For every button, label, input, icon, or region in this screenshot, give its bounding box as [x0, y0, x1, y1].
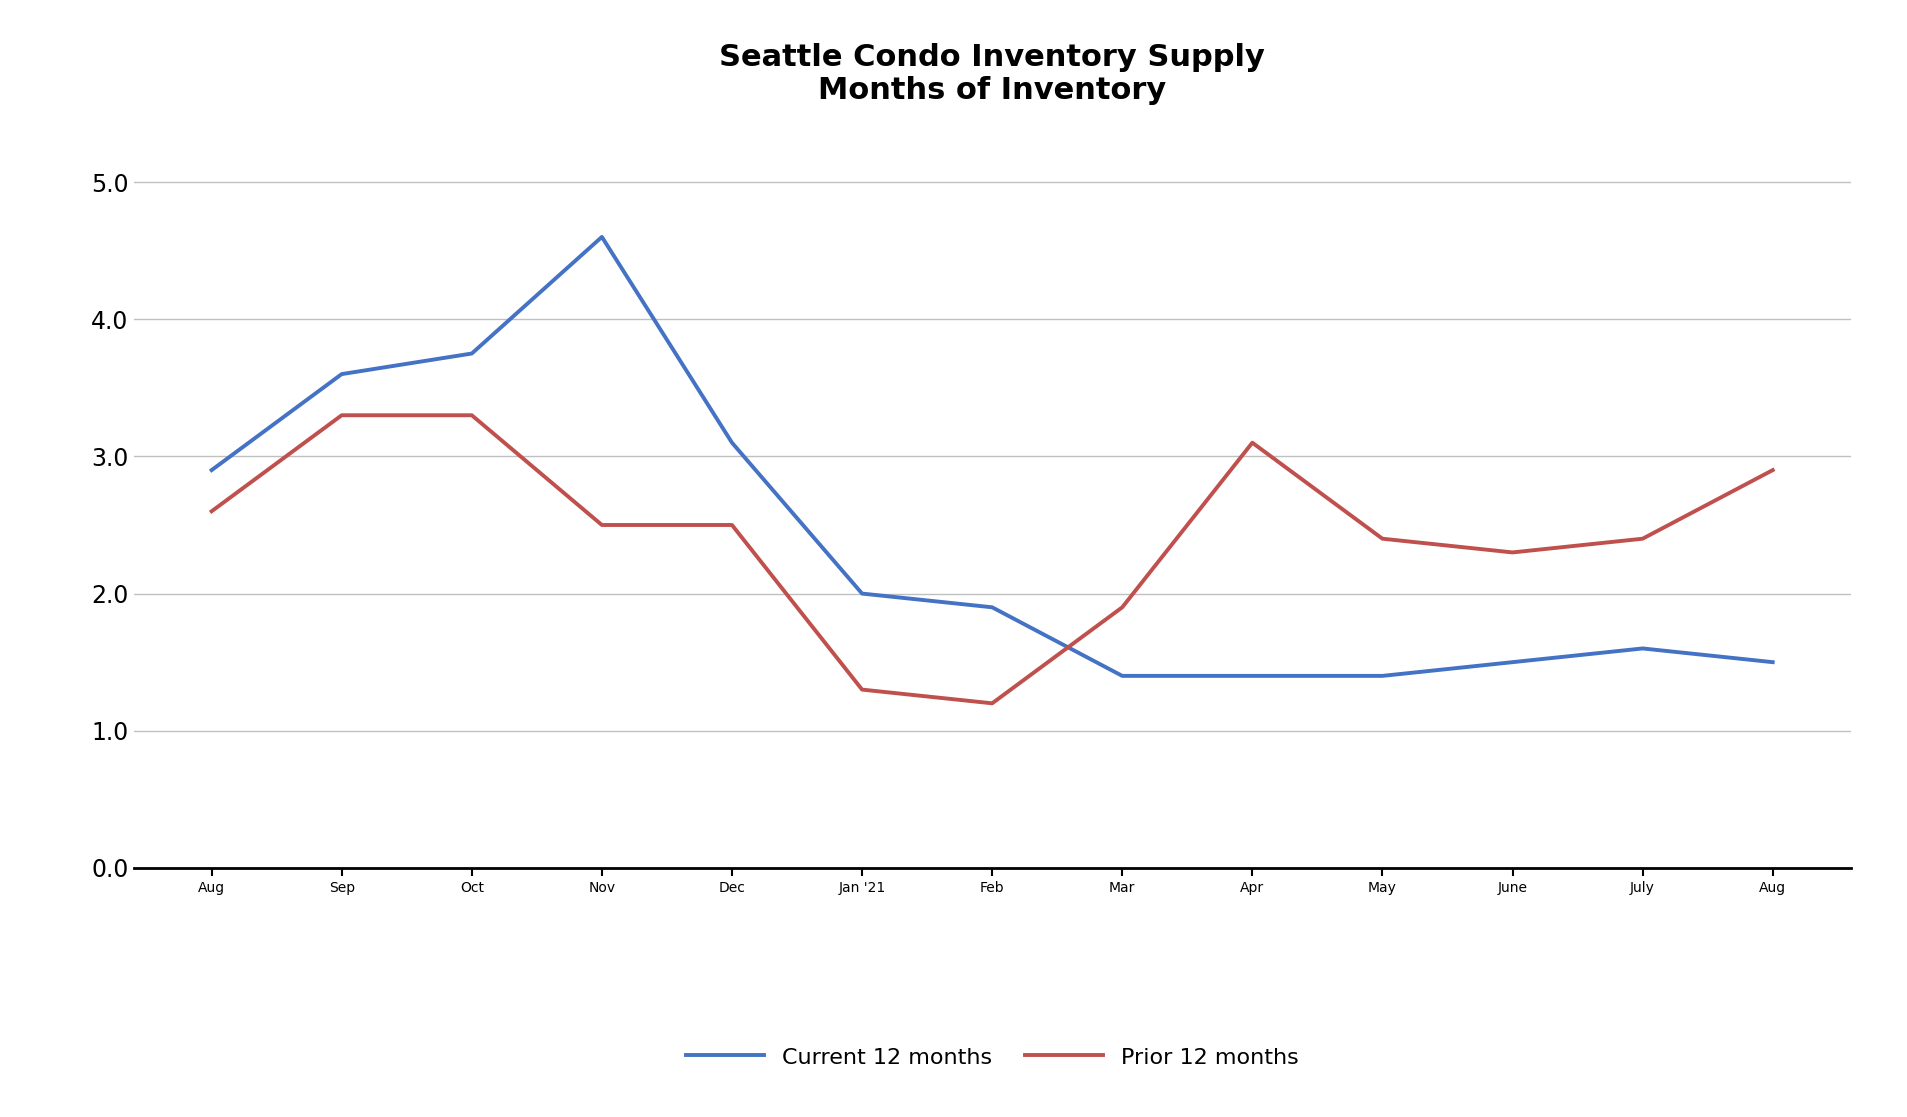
Current 12 months [1371, 669, 1394, 682]
Current 12 months [330, 367, 353, 381]
Current 12 months [1760, 656, 1783, 669]
Title: Seattle Condo Inventory Supply
Months of Inventory: Seattle Condo Inventory Supply Months of… [719, 42, 1264, 105]
Prior 12 months [851, 682, 873, 696]
Current 12 months [1240, 669, 1262, 682]
Current 12 months [200, 464, 223, 477]
Prior 12 months [589, 518, 612, 532]
Current 12 months [589, 230, 612, 244]
Current 12 months [851, 586, 873, 600]
Line: Prior 12 months: Prior 12 months [212, 416, 1772, 704]
Prior 12 months [980, 697, 1003, 710]
Prior 12 months [460, 409, 482, 422]
Prior 12 months [721, 518, 744, 532]
Prior 12 months [1760, 464, 1783, 477]
Prior 12 months [330, 409, 353, 422]
Current 12 months [1110, 669, 1133, 682]
Current 12 months [721, 436, 744, 449]
Current 12 months [1630, 642, 1653, 656]
Prior 12 months [1110, 601, 1133, 614]
Current 12 months [980, 601, 1003, 614]
Prior 12 months [200, 505, 223, 518]
Legend: Current 12 months, Prior 12 months: Current 12 months, Prior 12 months [677, 1038, 1306, 1077]
Prior 12 months [1630, 532, 1653, 545]
Current 12 months [460, 346, 482, 360]
Prior 12 months [1371, 532, 1394, 545]
Prior 12 months [1501, 546, 1524, 560]
Line: Current 12 months: Current 12 months [212, 237, 1772, 676]
Prior 12 months [1240, 436, 1262, 449]
Current 12 months [1501, 656, 1524, 669]
